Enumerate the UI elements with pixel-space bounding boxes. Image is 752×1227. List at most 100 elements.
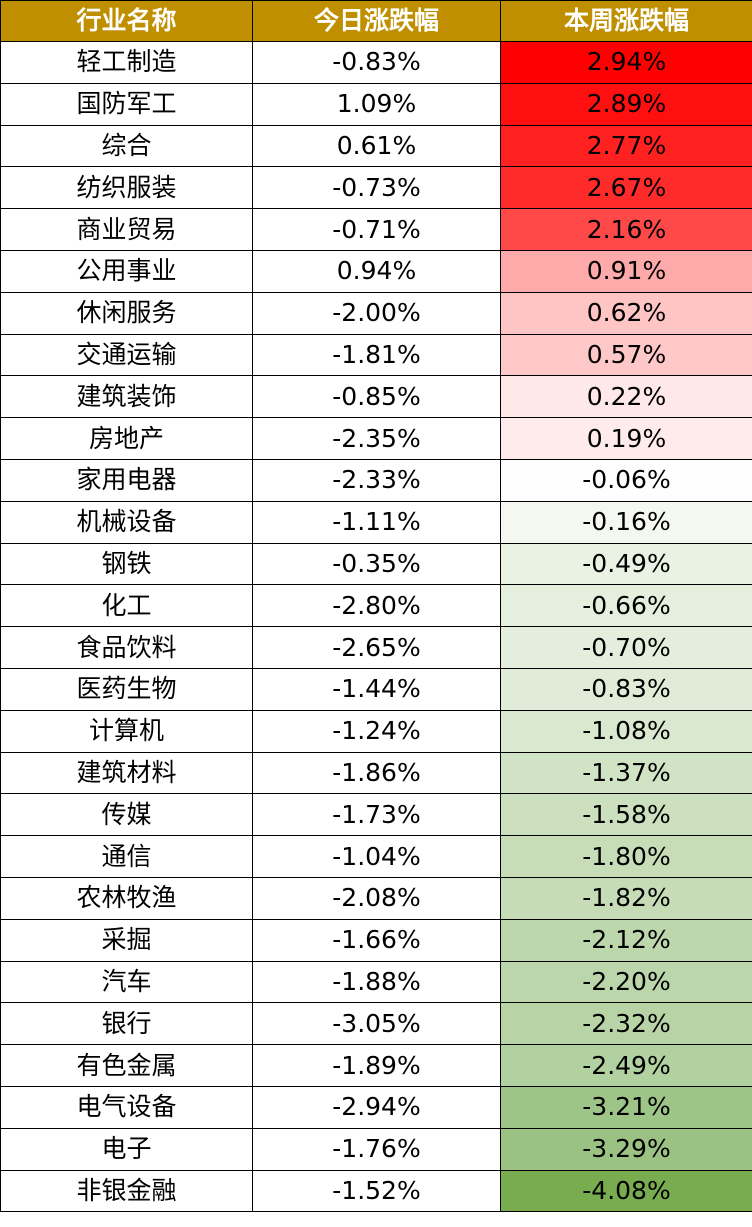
weekly-change: -0.49% bbox=[500, 542, 752, 586]
daily-change: -2.33% bbox=[252, 458, 501, 502]
industry-name: 家用电器 bbox=[0, 458, 253, 502]
table-row: 公用事业 0.94% 0.91% bbox=[0, 249, 752, 293]
daily-change: 0.94% bbox=[252, 249, 501, 293]
daily-change: -1.81% bbox=[252, 333, 501, 377]
weekly-change: -2.20% bbox=[500, 960, 752, 1004]
weekly-change: -1.08% bbox=[500, 709, 752, 753]
industry-name: 交通运输 bbox=[0, 333, 253, 377]
industry-name: 休闲服务 bbox=[0, 291, 253, 335]
weekly-change: 2.77% bbox=[500, 124, 752, 168]
weekly-change: -1.80% bbox=[500, 835, 752, 878]
table-row: 通信 -1.04% -1.80% bbox=[0, 835, 752, 878]
daily-change: -1.24% bbox=[252, 709, 501, 753]
table-row: 建筑装饰 -0.85% 0.22% bbox=[0, 375, 752, 419]
header-cell: 本周涨跌幅 bbox=[500, 0, 752, 42]
industry-name: 电气设备 bbox=[0, 1085, 253, 1129]
industry-name: 轻工制造 bbox=[0, 41, 253, 84]
weekly-change: 2.67% bbox=[500, 166, 752, 210]
daily-change: -0.73% bbox=[252, 166, 501, 210]
industry-name: 医药生物 bbox=[0, 667, 253, 711]
table-row: 纺织服装 -0.73% 2.67% bbox=[0, 166, 752, 210]
weekly-change: 0.22% bbox=[500, 375, 752, 419]
table-row: 电气设备 -2.94% -3.21% bbox=[0, 1085, 752, 1129]
daily-change: -1.44% bbox=[252, 667, 501, 711]
industry-name: 建筑装饰 bbox=[0, 375, 253, 419]
table-row: 有色金属 -1.89% -2.49% bbox=[0, 1044, 752, 1087]
header-row: 行业名称 今日涨跌幅 本周涨跌幅 bbox=[0, 0, 752, 42]
industry-name: 建筑材料 bbox=[0, 751, 253, 795]
weekly-change: -1.58% bbox=[500, 793, 752, 837]
daily-change: -0.83% bbox=[252, 41, 501, 84]
industry-name: 汽车 bbox=[0, 960, 253, 1004]
daily-change: -1.76% bbox=[252, 1127, 501, 1171]
table-row: 医药生物 -1.44% -0.83% bbox=[0, 667, 752, 711]
table-row: 家用电器 -2.33% -0.06% bbox=[0, 458, 752, 502]
industry-name: 房地产 bbox=[0, 417, 253, 460]
daily-change: -2.80% bbox=[252, 584, 501, 628]
weekly-change: 2.89% bbox=[500, 82, 752, 126]
table-row: 房地产 -2.35% 0.19% bbox=[0, 417, 752, 460]
weekly-change: 0.62% bbox=[500, 291, 752, 335]
industry-name: 纺织服装 bbox=[0, 166, 253, 210]
industry-name: 国防军工 bbox=[0, 82, 253, 126]
industry-name: 传媒 bbox=[0, 793, 253, 837]
table-row: 交通运输 -1.81% 0.57% bbox=[0, 333, 752, 377]
weekly-change: -0.83% bbox=[500, 667, 752, 711]
industry-name: 通信 bbox=[0, 835, 253, 878]
weekly-change: 0.57% bbox=[500, 333, 752, 377]
weekly-change: -1.37% bbox=[500, 751, 752, 795]
daily-change: -1.88% bbox=[252, 960, 501, 1004]
weekly-change: 2.16% bbox=[500, 208, 752, 251]
daily-change: -0.35% bbox=[252, 542, 501, 586]
daily-change: -2.94% bbox=[252, 1085, 501, 1129]
table-row: 商业贸易 -0.71% 2.16% bbox=[0, 208, 752, 251]
industry-name: 商业贸易 bbox=[0, 208, 253, 251]
table-row: 电子 -1.76% -3.29% bbox=[0, 1127, 752, 1171]
table-row: 建筑材料 -1.86% -1.37% bbox=[0, 751, 752, 795]
industry-name: 电子 bbox=[0, 1127, 253, 1171]
weekly-change: -1.82% bbox=[500, 876, 752, 920]
industry-name: 农林牧渔 bbox=[0, 876, 253, 920]
table-row: 化工 -2.80% -0.66% bbox=[0, 584, 752, 628]
weekly-change: -2.49% bbox=[500, 1044, 752, 1087]
table-row: 国防军工 1.09% 2.89% bbox=[0, 82, 752, 126]
header-cell: 今日涨跌幅 bbox=[252, 0, 501, 42]
table-row: 食品饮料 -2.65% -0.70% bbox=[0, 626, 752, 669]
weekly-change: -2.32% bbox=[500, 1002, 752, 1046]
daily-change: -0.85% bbox=[252, 375, 501, 419]
daily-change: -2.65% bbox=[252, 626, 501, 669]
daily-change: -2.35% bbox=[252, 417, 501, 460]
industry-name: 综合 bbox=[0, 124, 253, 168]
industry-name: 钢铁 bbox=[0, 542, 253, 586]
table-row: 综合 0.61% 2.77% bbox=[0, 124, 752, 168]
daily-change: -1.11% bbox=[252, 500, 501, 544]
table-row: 银行 -3.05% -2.32% bbox=[0, 1002, 752, 1046]
weekly-change: -0.16% bbox=[500, 500, 752, 544]
industry-name: 非银金融 bbox=[0, 1169, 253, 1213]
weekly-change: 0.91% bbox=[500, 249, 752, 293]
weekly-change: -4.08% bbox=[500, 1169, 752, 1213]
table-row: 汽车 -1.88% -2.20% bbox=[0, 960, 752, 1004]
table-row: 传媒 -1.73% -1.58% bbox=[0, 793, 752, 837]
weekly-change: -3.21% bbox=[500, 1085, 752, 1129]
daily-change: -2.00% bbox=[252, 291, 501, 335]
daily-change: 1.09% bbox=[252, 82, 501, 126]
daily-change: -1.86% bbox=[252, 751, 501, 795]
weekly-change: -0.70% bbox=[500, 626, 752, 669]
daily-change: -1.52% bbox=[252, 1169, 501, 1213]
table-row: 非银金融 -1.52% -4.08% bbox=[0, 1169, 752, 1213]
header-cell: 行业名称 bbox=[0, 0, 253, 42]
table-row: 钢铁 -0.35% -0.49% bbox=[0, 542, 752, 586]
industry-name: 采掘 bbox=[0, 918, 253, 962]
table-row: 机械设备 -1.11% -0.16% bbox=[0, 500, 752, 544]
daily-change: -2.08% bbox=[252, 876, 501, 920]
table-row: 农林牧渔 -2.08% -1.82% bbox=[0, 876, 752, 920]
industry-name: 食品饮料 bbox=[0, 626, 253, 669]
industry-name: 银行 bbox=[0, 1002, 253, 1046]
daily-change: -1.04% bbox=[252, 835, 501, 878]
industry-name: 公用事业 bbox=[0, 249, 253, 293]
daily-change: -0.71% bbox=[252, 208, 501, 251]
weekly-change: -0.06% bbox=[500, 458, 752, 502]
weekly-change: -0.66% bbox=[500, 584, 752, 628]
